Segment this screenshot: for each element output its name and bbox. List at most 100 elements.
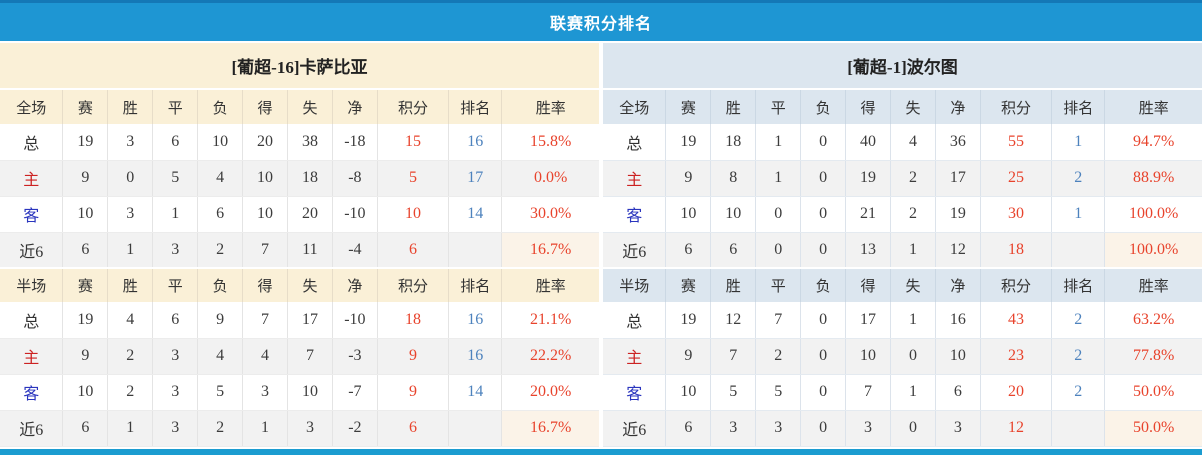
rank-cell: 2: [1051, 160, 1106, 197]
winrate-cell: 15.8%: [501, 124, 599, 161]
stat-cell: 6: [152, 124, 199, 161]
col-header: 失: [890, 90, 936, 124]
stat-cell: 12: [710, 302, 757, 339]
stats-table: 全场赛胜平负得失净积分 排名 胜率总 19 18 1 0 40 4 36 55 1 94.7% 主 9 8 1 0…: [603, 90, 1202, 447]
row-label: 客: [0, 196, 64, 233]
stat-cell: 20: [287, 196, 333, 233]
row-label: 主: [0, 338, 64, 375]
winrate-cell: 22.2%: [501, 338, 599, 375]
row-label: 总: [603, 124, 667, 161]
stat-row: 总 19 4 6 9 7 17 -10 18 16 21.1%: [0, 302, 599, 339]
panel-home-team: [葡超-16]卡萨比亚 全场赛胜平负得失净积分 排名 胜率总 19 3 6 10 20 38 -1…: [0, 43, 599, 447]
stat-cell: 4: [197, 338, 244, 375]
stat-row: 总 19 18 1 0 40 4 36 55 1 94.7%: [603, 124, 1202, 161]
col-header: 胜: [107, 90, 154, 124]
page-title: 联赛积分排名: [549, 16, 652, 33]
points-cell: 9: [377, 374, 450, 411]
points-cell: 12: [980, 410, 1053, 447]
stat-cell: 6: [62, 232, 109, 269]
stat-cell: 3: [152, 232, 199, 269]
stat-cell: 10: [197, 124, 244, 161]
stat-cell: 9: [197, 302, 244, 339]
stat-cell: 13: [845, 232, 891, 269]
stat-cell: 7: [242, 232, 288, 269]
points-cell: 6: [377, 232, 450, 269]
points-cell: 10: [377, 196, 450, 233]
col-header: 失: [890, 267, 936, 302]
points-cell: 6: [377, 410, 450, 447]
stat-cell: 0: [800, 302, 847, 339]
stat-cell: 1: [890, 302, 936, 339]
rank-cell: 17: [448, 160, 503, 197]
full-time-section: 全场赛胜平负得失净积分 排名 胜率总 19 3 6 10 20 38 -18 15 16 15.8% 主 9…: [0, 90, 599, 269]
stat-cell: 0: [800, 196, 847, 233]
col-header: 胜率: [501, 267, 599, 302]
col-header: 赛: [665, 90, 712, 124]
row-label: 客: [603, 374, 667, 411]
stat-cell: 19: [665, 302, 712, 339]
stat-cell: 17: [287, 302, 333, 339]
stat-cell: -8: [332, 160, 378, 197]
row-label: 主: [603, 160, 667, 197]
stat-row: 客 10 5 5 0 7 1 6 20 2 50.0%: [603, 374, 1202, 411]
stat-cell: 3: [755, 410, 802, 447]
stat-row: 客 10 2 3 5 3 10 -7 9 14 20.0%: [0, 374, 599, 411]
stat-cell: 0: [890, 410, 936, 447]
col-header: 净: [332, 267, 378, 302]
stat-cell: 2: [197, 410, 244, 447]
points-cell: 15: [377, 124, 450, 161]
points-cell: 43: [980, 302, 1053, 339]
winrate-cell: 77.8%: [1104, 338, 1202, 375]
col-header: 负: [800, 90, 847, 124]
stat-cell: 9: [62, 338, 109, 375]
half-time-section: 半场赛胜平负得失净积分 排名 胜率总 19 4 6 9 7 17 -10 18 16 21.1% 主 9 2 3…: [0, 267, 599, 447]
stat-cell: 4: [107, 302, 154, 339]
points-cell: 5: [377, 160, 450, 197]
stat-row: 总 19 12 7 0 17 1 16 43 2 63.2%: [603, 302, 1202, 339]
rank-cell: 2: [1051, 374, 1106, 411]
rank-cell: 16: [448, 338, 503, 375]
points-cell: 55: [980, 124, 1053, 161]
stat-row: 近6 6 6 0 0 13 1 12 18 100.0%: [603, 232, 1202, 269]
col-header: 得: [242, 90, 288, 124]
stat-cell: 1: [890, 374, 936, 411]
rank-cell: [448, 232, 503, 269]
col-header: 得: [242, 267, 288, 302]
stat-cell: -4: [332, 232, 378, 269]
stat-row: 客 10 10 0 0 21 2 19 30 1 100.0%: [603, 196, 1202, 233]
col-header: 负: [197, 267, 244, 302]
section-label: 半场: [603, 267, 667, 302]
stat-cell: 2: [890, 160, 936, 197]
stat-cell: 0: [755, 232, 802, 269]
stat-cell: 9: [62, 160, 109, 197]
col-header: 平: [755, 90, 802, 124]
stat-cell: 5: [755, 374, 802, 411]
stat-cell: 10: [710, 196, 757, 233]
stat-cell: 4: [242, 338, 288, 375]
col-header: 净: [935, 90, 981, 124]
stat-cell: 10: [935, 338, 981, 375]
stat-cell: 3: [107, 124, 154, 161]
stat-cell: 1: [755, 124, 802, 161]
stat-cell: 17: [845, 302, 891, 339]
rank-cell: 16: [448, 124, 503, 161]
stat-cell: 0: [800, 410, 847, 447]
stat-cell: 9: [665, 338, 712, 375]
stat-header-row: 半场赛胜平负得失净积分 排名 胜率: [603, 267, 1202, 302]
row-label: 近6: [603, 232, 667, 269]
stat-cell: -2: [332, 410, 378, 447]
col-header: 失: [287, 267, 333, 302]
stats-table: 全场赛胜平负得失净积分 排名 胜率总 19 3 6 10 20 38 -18 15 16 15.8% 主 9…: [0, 90, 599, 447]
stat-cell: 10: [665, 374, 712, 411]
col-header: 排名: [448, 90, 503, 124]
stat-cell: 10: [242, 160, 288, 197]
title-bar: 联赛积分排名: [0, 3, 1202, 41]
row-label: 客: [0, 374, 64, 411]
stat-cell: -7: [332, 374, 378, 411]
stat-cell: -10: [332, 196, 378, 233]
panel-away-team: [葡超-1]波尔图 全场赛胜平负得失净积分 排名 胜率总 19 18 1 0 40 4 36 55 1…: [603, 43, 1202, 447]
winrate-cell: 50.0%: [1104, 374, 1202, 411]
stat-cell: 40: [845, 124, 891, 161]
stat-row: 主 9 2 3 4 4 7 -3 9 16 22.2%: [0, 338, 599, 375]
stat-cell: 1: [107, 410, 154, 447]
